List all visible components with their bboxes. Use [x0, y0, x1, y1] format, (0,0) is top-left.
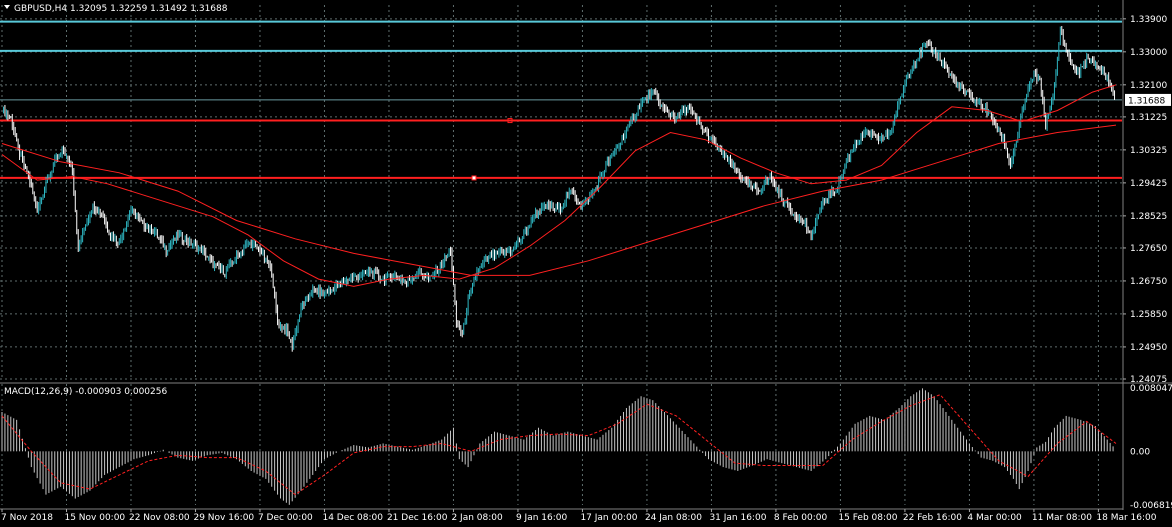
y-tick-label: 1.33000	[1130, 48, 1167, 58]
x-tick-label: 21 Dec 16:00	[387, 513, 448, 523]
y-tick-label: 1.27650	[1130, 244, 1167, 254]
x-tick-label: 11 Mar 08:00	[1032, 513, 1092, 523]
x-tick-label: 31 Jan 16:00	[709, 513, 766, 523]
moving-averages	[1, 84, 1117, 287]
x-tick-label: 15 Nov 00:00	[64, 513, 125, 523]
x-tick-label: 18 Mar 16:00	[1096, 513, 1156, 523]
y-tick-label: 1.24075	[1130, 375, 1167, 385]
chart-title: GBPUSD,H4 1.32095 1.32259 1.31492 1.3168…	[14, 4, 228, 14]
horizontal-price-lines[interactable]	[0, 20, 1122, 181]
x-tick-label: 7 Nov 2018	[1, 513, 53, 523]
x-tick-label: 8 Feb 00:00	[774, 513, 828, 523]
x-tick-label: 29 Nov 16:00	[193, 513, 254, 523]
macd-y-tick-label: 0.008047	[1130, 384, 1172, 394]
x-tick-label: 9 Jan 16:00	[516, 513, 568, 523]
moving-average-line-0	[1, 124, 1117, 276]
price-series	[2, 25, 1116, 352]
symbol-menu-icon[interactable]	[4, 5, 10, 9]
x-tick-label: 22 Feb 16:00	[903, 513, 962, 523]
current-price-label: 1.31688	[1128, 96, 1165, 106]
current-price-tag	[1125, 93, 1171, 106]
y-tick-label: 1.30325	[1130, 146, 1167, 156]
y-tick-label: 1.33900	[1130, 15, 1167, 25]
x-tick-label: 14 Dec 08:00	[322, 513, 383, 523]
y-tick-label: 1.26750	[1130, 277, 1167, 287]
x-tick-label: 7 Dec 00:00	[258, 513, 313, 523]
macd-panel	[0, 382, 1172, 505]
x-tick-label: 15 Feb 08:00	[838, 513, 897, 523]
x-tick-label: 2 Jan 08:00	[451, 513, 503, 523]
x-tick-label: 17 Jan 00:00	[580, 513, 637, 523]
macd-y-tick-label: -0.006819	[1130, 501, 1172, 511]
y-tick-label: 1.32100	[1130, 81, 1167, 91]
y-tick-label: 1.28525	[1130, 212, 1167, 222]
grid-lines	[0, 5, 1122, 505]
macd-title: MACD(12,26,9) -0.000903 0.000256	[4, 387, 167, 397]
y-tick-label: 1.29425	[1130, 179, 1167, 189]
y-tick-label: 1.25850	[1130, 310, 1167, 320]
y-tick-label: 1.24950	[1130, 343, 1167, 353]
support-line-handle-0[interactable]	[507, 118, 513, 124]
moving-average-line-1	[1, 84, 1117, 287]
y-tick-label: 1.31225	[1130, 113, 1167, 123]
macd-y-tick-label: 0.00	[1130, 447, 1150, 457]
x-tick-label: 24 Jan 08:00	[645, 513, 702, 523]
x-tick-label: 22 Nov 08:00	[129, 513, 190, 523]
support-line-handle-1[interactable]	[471, 175, 477, 181]
x-tick-label: 4 Mar 00:00	[967, 513, 1022, 523]
